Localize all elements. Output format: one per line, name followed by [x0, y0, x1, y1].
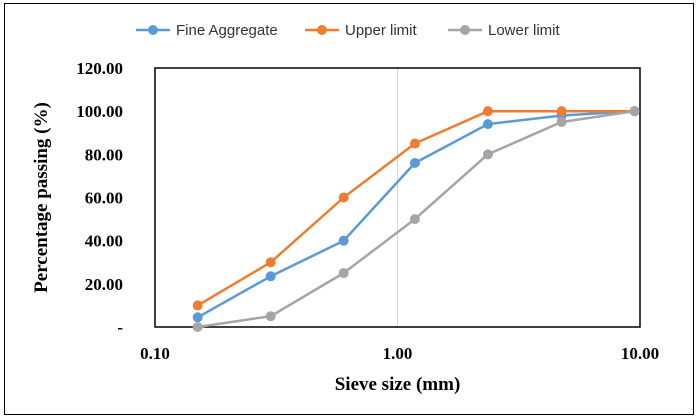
y-tick-label: - — [117, 318, 123, 337]
y-tick-label: 100.00 — [76, 102, 123, 121]
x-tick-label: 1.00 — [383, 344, 413, 363]
data-point — [265, 311, 276, 322]
data-point — [192, 300, 203, 311]
x-tick-label: 0.10 — [140, 344, 170, 363]
legend-swatch-marker — [460, 25, 470, 35]
legend-label: Upper limit — [345, 22, 418, 39]
x-tick-label: 10.00 — [621, 344, 659, 363]
data-point — [482, 119, 493, 130]
data-point — [556, 106, 567, 117]
legend-item: Upper limit — [305, 22, 418, 39]
legend-swatch-marker — [148, 25, 158, 35]
data-point — [192, 322, 203, 332]
data-point — [409, 157, 420, 168]
legend-item: Fine Aggregate — [136, 22, 278, 39]
data-point — [409, 138, 420, 149]
legend: Fine Aggregate Upper limit Lower limit — [136, 22, 561, 39]
series-group — [192, 106, 640, 332]
plot-area-border — [154, 67, 641, 328]
data-point — [409, 214, 420, 225]
data-point — [482, 106, 493, 117]
data-point — [338, 192, 349, 203]
data-point — [556, 116, 567, 127]
data-point — [265, 257, 276, 268]
y-tick-label: 120.00 — [76, 59, 123, 78]
legend-swatch-marker — [317, 25, 327, 35]
data-point — [482, 149, 493, 160]
series-lower-limit — [192, 106, 640, 332]
data-point — [192, 312, 203, 323]
data-point — [265, 271, 276, 282]
y-tick-label: 20.00 — [85, 275, 123, 294]
y-tick-label: 80.00 — [85, 145, 123, 164]
x-axis-title: Sieve size (mm) — [335, 374, 461, 395]
legend-label: Fine Aggregate — [176, 22, 278, 39]
chart-frame — [4, 3, 694, 415]
y-axis-ticks: - 20.00 40.00 60.00 80.00 100.00 120.00 — [76, 59, 123, 337]
data-point — [338, 235, 349, 246]
data-point — [338, 268, 349, 279]
y-axis-title: Percentage passing (%) — [31, 102, 52, 293]
x-axis-ticks: 0.10 1.00 10.00 — [140, 344, 659, 363]
y-tick-label: 40.00 — [85, 232, 123, 251]
series-fine-aggregate — [192, 106, 640, 323]
series-upper-limit — [192, 106, 640, 311]
y-tick-label: 60.00 — [85, 189, 123, 208]
data-point — [629, 106, 640, 117]
legend-item: Lower limit — [448, 22, 561, 39]
legend-label: Lower limit — [488, 22, 561, 39]
